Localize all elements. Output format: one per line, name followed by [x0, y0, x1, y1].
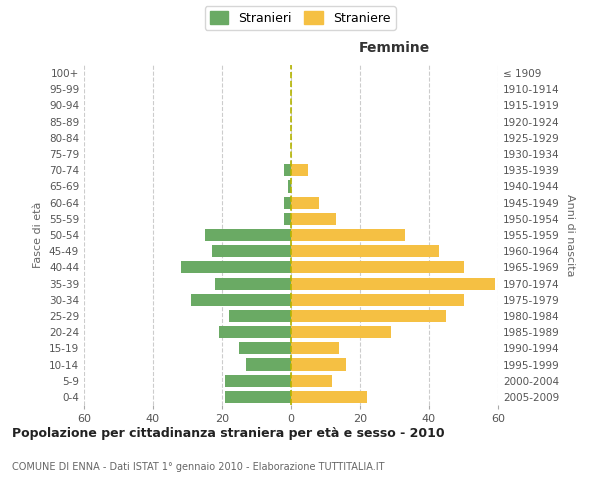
Bar: [291, 310, 446, 322]
Bar: [181, 262, 291, 274]
Legend: Stranieri, Straniere: Stranieri, Straniere: [205, 6, 395, 30]
Text: Popolazione per cittadinanza straniera per età e sesso - 2010: Popolazione per cittadinanza straniera p…: [12, 428, 445, 440]
Bar: [215, 278, 291, 289]
Bar: [291, 196, 319, 208]
Bar: [291, 245, 439, 258]
Bar: [218, 326, 291, 338]
Bar: [291, 229, 405, 241]
Bar: [284, 164, 291, 176]
Bar: [229, 310, 291, 322]
Bar: [191, 294, 291, 306]
Bar: [284, 196, 291, 208]
Bar: [226, 374, 291, 387]
Bar: [239, 342, 291, 354]
Bar: [246, 358, 291, 370]
Bar: [226, 391, 291, 403]
Bar: [291, 164, 308, 176]
Bar: [291, 391, 367, 403]
Bar: [291, 212, 336, 225]
Y-axis label: Anni di nascita: Anni di nascita: [565, 194, 575, 276]
Bar: [291, 262, 464, 274]
Bar: [212, 245, 291, 258]
Bar: [284, 212, 291, 225]
Bar: [287, 180, 291, 192]
Bar: [291, 326, 391, 338]
Bar: [291, 374, 332, 387]
Y-axis label: Fasce di età: Fasce di età: [34, 202, 43, 268]
Text: COMUNE DI ENNA - Dati ISTAT 1° gennaio 2010 - Elaborazione TUTTITALIA.IT: COMUNE DI ENNA - Dati ISTAT 1° gennaio 2…: [12, 462, 385, 472]
Bar: [291, 294, 464, 306]
Bar: [291, 278, 494, 289]
Text: Femmine: Femmine: [359, 41, 430, 55]
Bar: [205, 229, 291, 241]
Bar: [291, 342, 340, 354]
Bar: [291, 358, 346, 370]
